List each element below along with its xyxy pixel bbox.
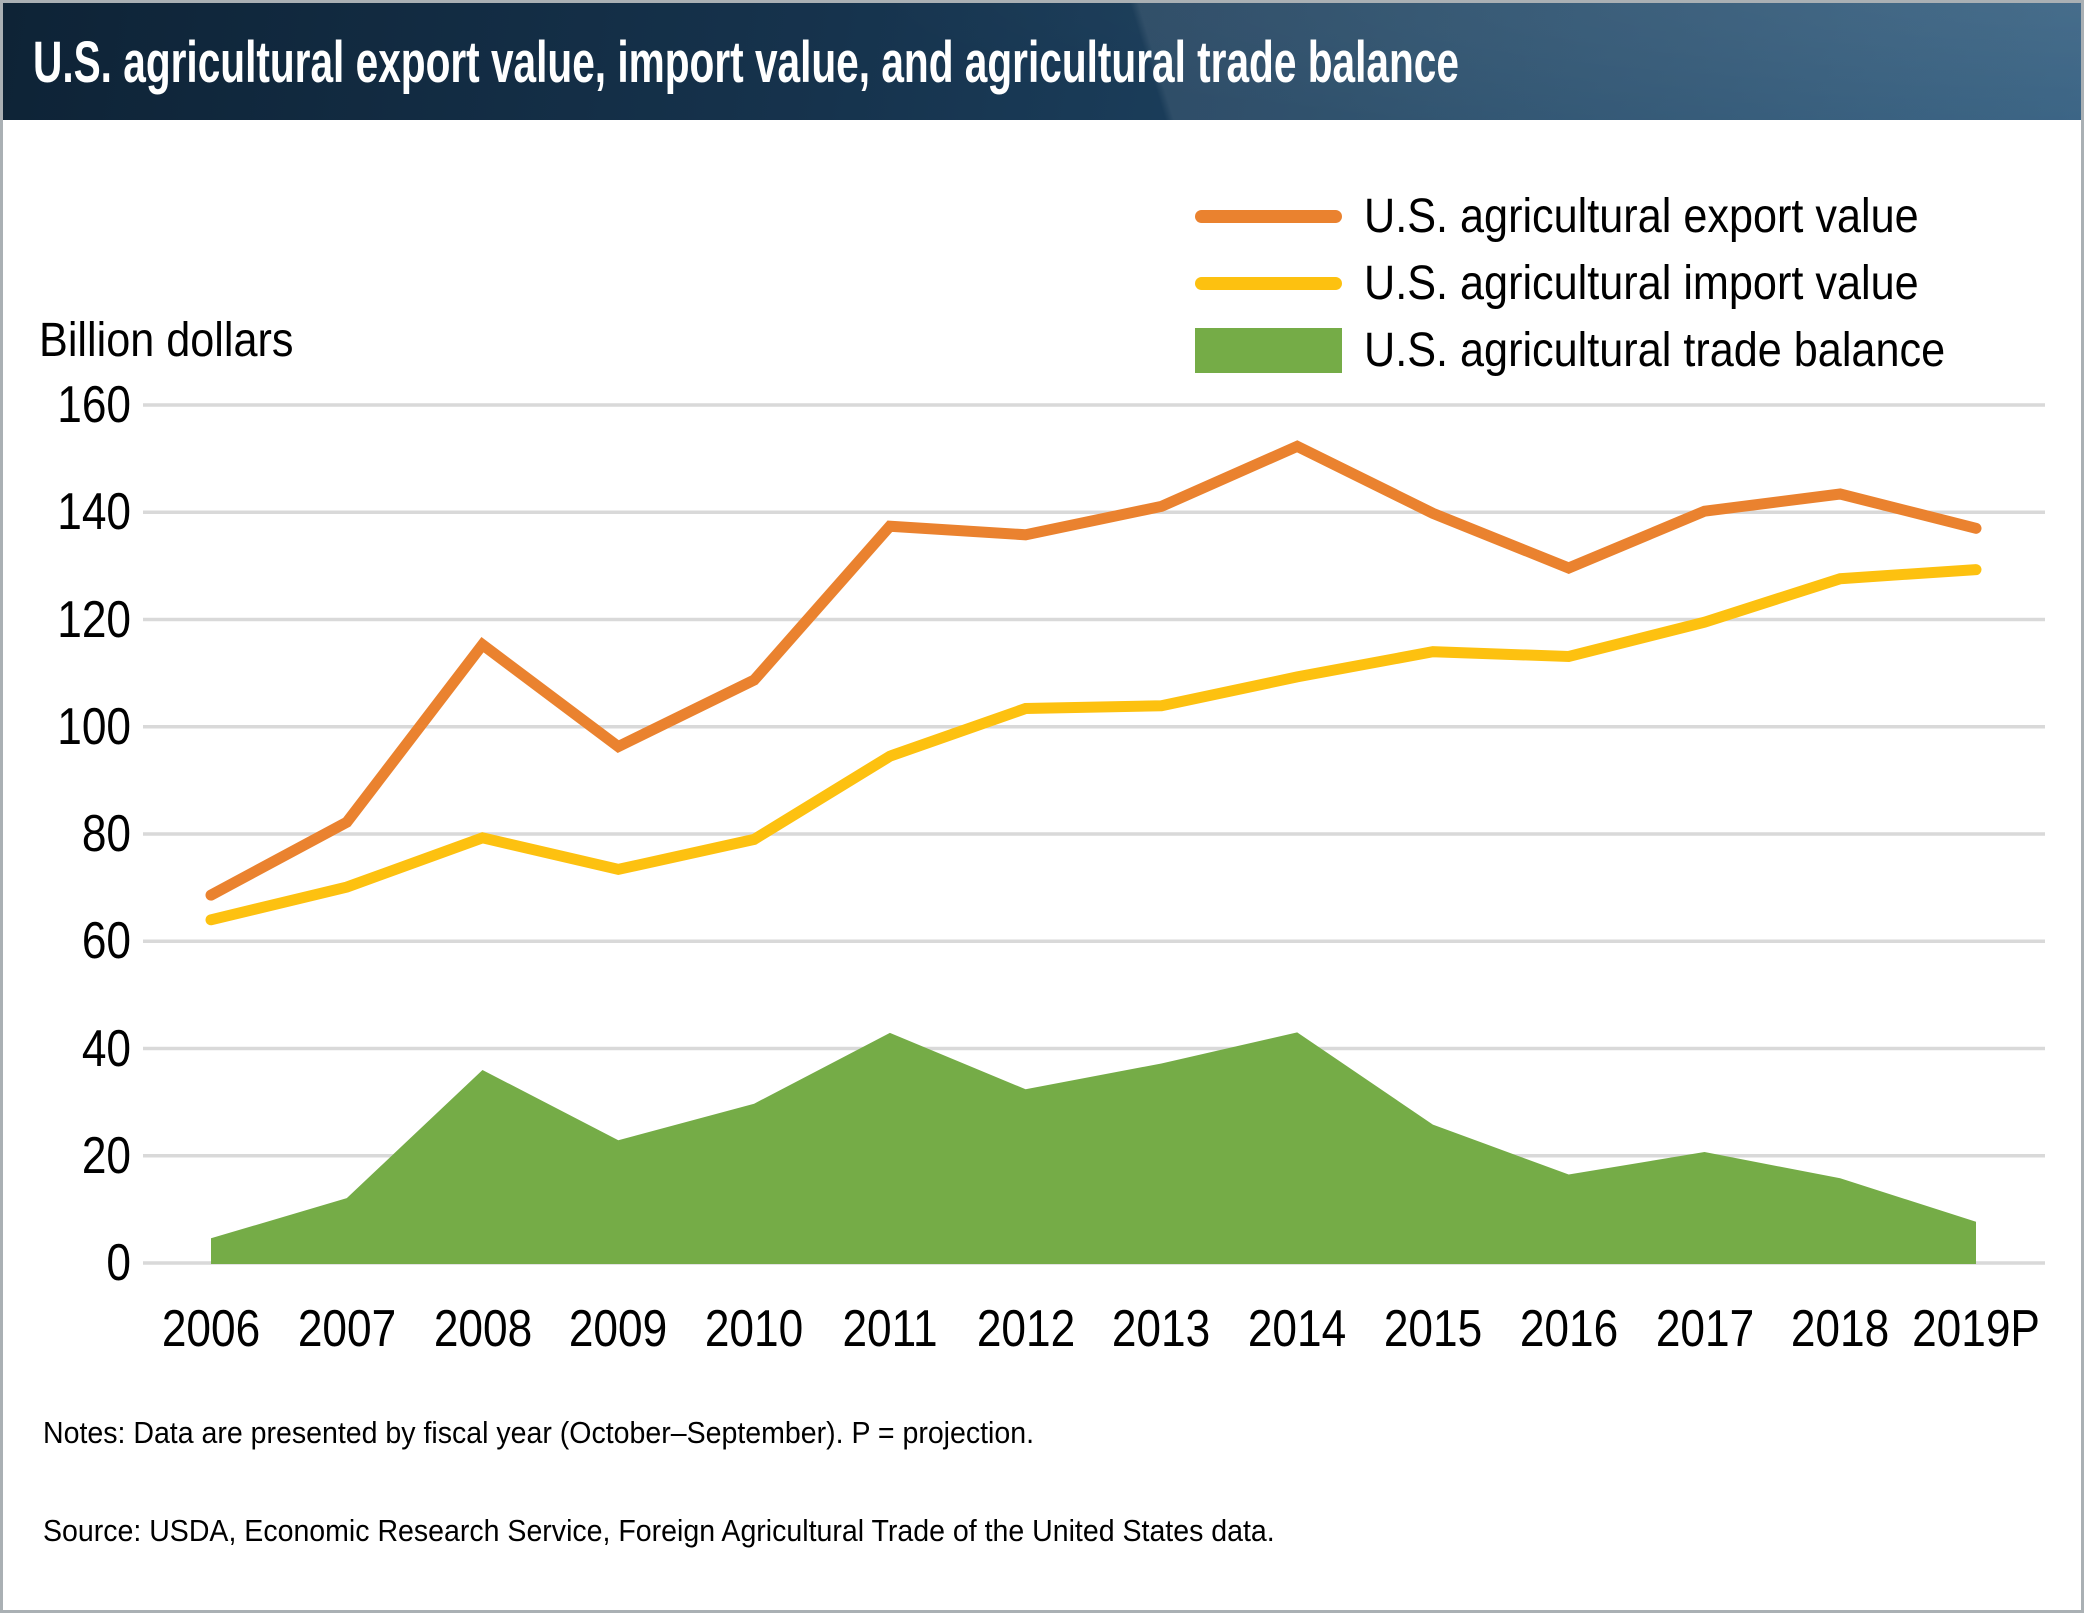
x-tick-label-2009: 2009 <box>569 1300 668 1358</box>
x-tick-label-2015: 2015 <box>1383 1300 1483 1358</box>
export-value-line <box>205 440 1982 901</box>
trade-balance-area <box>211 1032 1976 1264</box>
x-tick-label-2013: 2013 <box>1112 1300 1211 1358</box>
x-tick-label-2007: 2007 <box>297 1300 396 1358</box>
import-value-line <box>205 564 1982 926</box>
chart-title: U.S. agricultural export value, import v… <box>33 30 1459 95</box>
y-tick-label-80: 80 <box>81 805 131 863</box>
legend-swatch-trade-balance-area <box>1195 327 1342 373</box>
plot-area <box>143 403 2045 1265</box>
x-tick-label-2012: 2012 <box>976 1300 1075 1358</box>
legend-item-trade-balance: U.S. agricultural trade balance <box>1195 317 2010 383</box>
x-tick-label-2018: 2018 <box>1791 1300 1890 1358</box>
notes-text: Notes: Data are presented by fiscal year… <box>43 1415 1035 1450</box>
y-tick-label-100: 100 <box>57 697 131 756</box>
x-tick-label-2011: 2011 <box>842 1300 938 1358</box>
legend-swatch-import-line <box>1195 276 1342 290</box>
source-text: Source: USDA, Economic Research Service,… <box>43 1513 1275 1548</box>
y-tick-label-60: 60 <box>81 912 131 971</box>
x-tick-label-2017: 2017 <box>1655 1300 1754 1358</box>
y-tick-label-160: 160 <box>57 376 131 434</box>
legend-item-export: U.S. agricultural export value <box>1195 183 1980 249</box>
x-tick-label-2014: 2014 <box>1248 1300 1347 1358</box>
y-axis-title: Billion dollars <box>39 314 294 367</box>
legend-swatch-export-line <box>1195 209 1342 223</box>
x-tick-label-2006: 2006 <box>161 1300 261 1358</box>
x-tick-label-2016: 2016 <box>1519 1300 1618 1358</box>
x-tick-label-2019P: 2019P <box>1912 1300 2040 1358</box>
y-tick-label-120: 120 <box>57 590 131 649</box>
legend-item-import: U.S. agricultural import value <box>1195 250 1980 316</box>
y-tick-label-0: 0 <box>106 1234 131 1292</box>
y-tick-label-20: 20 <box>81 1126 131 1185</box>
legend-label-trade-balance: U.S. agricultural trade balance <box>1364 323 1946 377</box>
y-tick-label-140: 140 <box>57 483 131 542</box>
legend-label-export: U.S. agricultural export value <box>1364 189 1919 243</box>
x-tick-label-2008: 2008 <box>433 1300 532 1358</box>
x-tick-label-2010: 2010 <box>704 1300 804 1358</box>
legend-label-import: U.S. agricultural import value <box>1364 256 1919 310</box>
y-tick-label-40: 40 <box>81 1019 131 1078</box>
